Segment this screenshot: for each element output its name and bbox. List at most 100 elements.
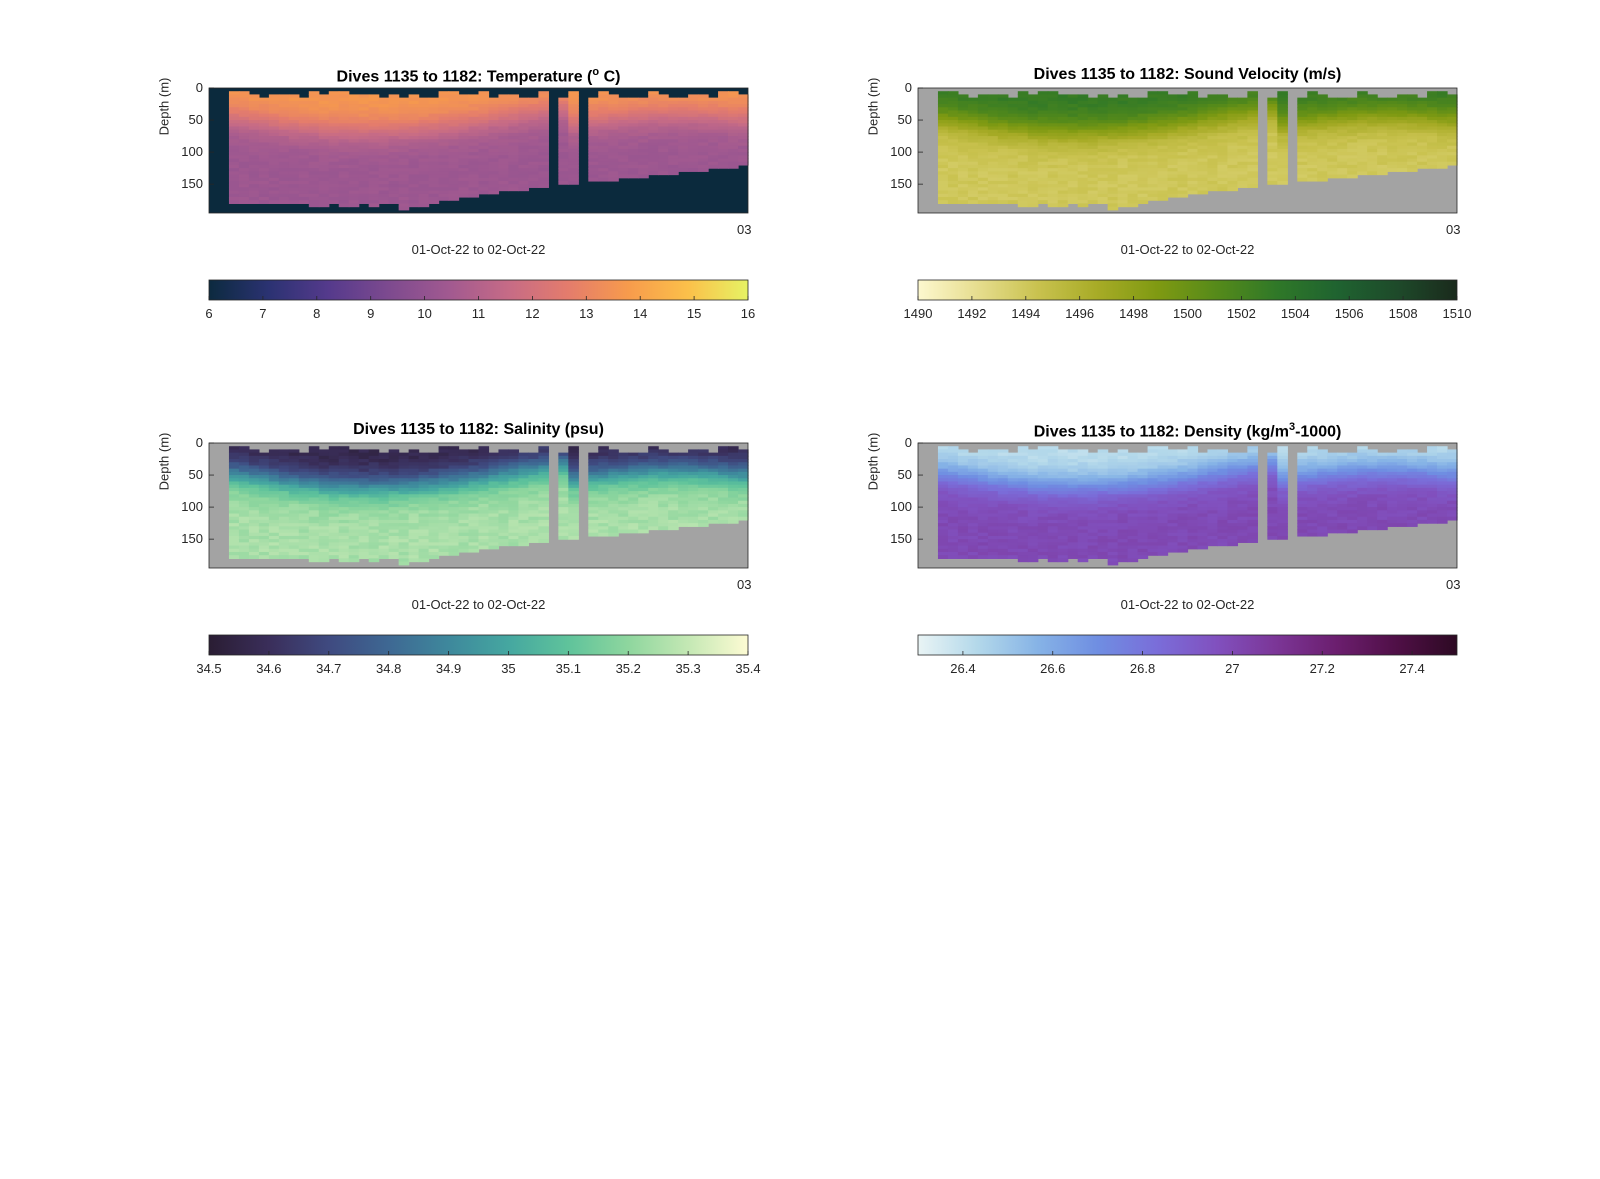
heatmap-cell xyxy=(418,481,430,486)
heatmap-cell xyxy=(1317,164,1328,169)
heatmap-cell xyxy=(668,491,679,495)
heatmap-cell xyxy=(688,465,699,470)
heatmap-cell xyxy=(967,152,979,156)
heatmap-cell xyxy=(398,132,410,137)
heatmap-cell xyxy=(238,475,250,479)
x-axis-label: 01-Oct-22 to 02-Oct-22 xyxy=(1120,242,1255,257)
heatmap-cell xyxy=(1237,155,1248,160)
heatmap-cell xyxy=(1047,107,1059,112)
heatmap-cell xyxy=(967,180,979,185)
heatmap-cell xyxy=(298,462,310,467)
heatmap-cell xyxy=(648,171,659,176)
heatmap-cell xyxy=(288,487,300,492)
heatmap-cell xyxy=(1067,116,1079,121)
heatmap-cell xyxy=(368,542,380,547)
heatmap-cell xyxy=(628,500,639,505)
heatmap-cell xyxy=(598,497,609,502)
heatmap-cell xyxy=(278,516,290,521)
heatmap-cell xyxy=(448,91,460,96)
heatmap-cell xyxy=(947,161,959,166)
heatmap-cell xyxy=(538,484,549,489)
heatmap-cell xyxy=(1217,148,1229,153)
heatmap-cell xyxy=(937,187,949,192)
heatmap-cell xyxy=(1117,164,1129,169)
heatmap-cell xyxy=(1197,190,1209,195)
heatmap-cell xyxy=(498,123,510,128)
heatmap-cell xyxy=(338,187,350,192)
heatmap-cell xyxy=(1107,180,1119,185)
heatmap-cell xyxy=(1097,196,1109,201)
heatmap-cell xyxy=(518,535,530,540)
heatmap-cell xyxy=(468,535,480,540)
heatmap-cell xyxy=(308,196,320,201)
heatmap-cell xyxy=(368,535,380,540)
heatmap-cell xyxy=(348,545,360,550)
heatmap-cell xyxy=(967,539,979,543)
heatmap-cell xyxy=(298,459,310,463)
heatmap-cell xyxy=(458,523,470,527)
heatmap-cell xyxy=(648,104,659,108)
heatmap-cell xyxy=(288,139,300,144)
heatmap-cell xyxy=(1217,126,1229,131)
heatmap-cell xyxy=(957,487,969,492)
heatmap-cell xyxy=(408,158,420,163)
colorbar-tick-label: 1500 xyxy=(1173,306,1202,321)
heatmap-cell xyxy=(1107,206,1119,211)
heatmap-cell xyxy=(638,104,649,108)
heatmap-cell xyxy=(528,158,539,163)
heatmap-cell xyxy=(947,142,959,147)
heatmap-cell xyxy=(228,519,240,524)
heatmap-cell xyxy=(318,513,330,518)
heatmap-cell xyxy=(1187,168,1199,172)
heatmap-cell xyxy=(997,459,1009,463)
heatmap-cell xyxy=(428,475,440,479)
heatmap-cell xyxy=(987,200,999,204)
heatmap-cell xyxy=(528,110,539,115)
heatmap-cell xyxy=(1157,148,1169,153)
heatmap-cell xyxy=(468,516,480,521)
heatmap-cell xyxy=(528,104,539,108)
heatmap-cell xyxy=(458,145,470,150)
heatmap-cell xyxy=(228,120,240,124)
heatmap-cell xyxy=(1037,190,1049,195)
heatmap-cell xyxy=(1087,190,1099,195)
heatmap-cell xyxy=(408,503,420,508)
heatmap-cell xyxy=(658,513,669,518)
heatmap-cell xyxy=(498,168,510,172)
heatmap-cell xyxy=(228,500,240,505)
heatmap-cell xyxy=(238,97,250,102)
heatmap-cell xyxy=(718,507,729,511)
heatmap-cell xyxy=(638,152,649,156)
heatmap-cell xyxy=(398,507,410,511)
heatmap-cell xyxy=(378,462,390,467)
heatmap-cell xyxy=(638,468,649,473)
heatmap-cell xyxy=(708,164,719,169)
heatmap-cell xyxy=(458,174,470,179)
heatmap-cell xyxy=(488,545,500,550)
heatmap-cell xyxy=(967,526,979,531)
heatmap-cell xyxy=(418,523,430,527)
heatmap-cell xyxy=(678,168,689,172)
heatmap-cell xyxy=(937,478,949,483)
heatmap-cell xyxy=(1307,174,1318,179)
heatmap-cell xyxy=(1347,168,1358,172)
heatmap-cell xyxy=(967,462,979,467)
heatmap-cell xyxy=(468,497,480,502)
heatmap-cell xyxy=(568,535,579,540)
heatmap-cell xyxy=(1207,145,1219,150)
heatmap-cell xyxy=(438,449,450,454)
heatmap-cell xyxy=(318,465,330,470)
heatmap-cell xyxy=(608,100,619,105)
heatmap-cell xyxy=(1327,107,1338,112)
heatmap-cell xyxy=(568,497,579,502)
heatmap-cell xyxy=(518,142,530,147)
heatmap-cell xyxy=(538,459,549,463)
heatmap-cell xyxy=(1107,145,1119,150)
heatmap-cell xyxy=(658,123,669,128)
heatmap-cell xyxy=(278,177,290,182)
heatmap-cell xyxy=(1327,164,1338,169)
heatmap-cell xyxy=(558,507,569,511)
heatmap-cell xyxy=(1407,113,1418,118)
heatmap-cell xyxy=(1227,152,1239,156)
heatmap-cell xyxy=(1177,116,1189,121)
